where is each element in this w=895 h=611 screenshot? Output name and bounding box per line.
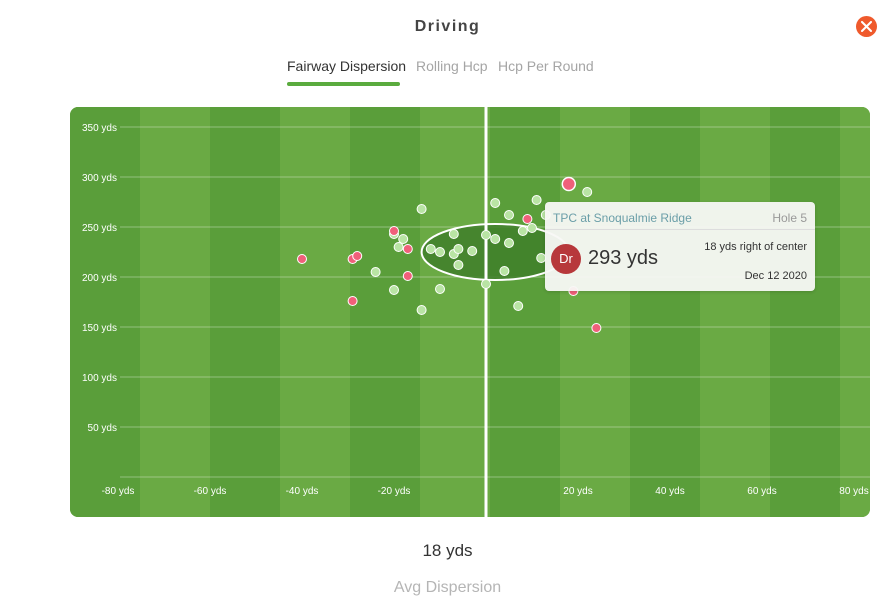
fairway-shot-point: [416, 305, 427, 315]
turf-stripe: [210, 107, 280, 517]
x-tick-label: 80 yds: [839, 486, 868, 497]
x-tick-label: 20 yds: [563, 486, 592, 497]
tab-rolling-hcp[interactable]: Rolling Hcp: [416, 58, 488, 74]
close-button[interactable]: [856, 16, 877, 37]
fairway-shot-point: [490, 198, 501, 208]
tooltip-date: Dec 12 2020: [744, 270, 807, 282]
shot-tooltip: TPC at Snoqualmie Ridge Hole 5 Dr 293 yd…: [545, 202, 815, 291]
tab-hcp-per-round[interactable]: Hcp Per Round: [498, 58, 594, 74]
fairway-shot-point: [393, 242, 404, 252]
avg-dispersion-value: 18 yds: [422, 541, 473, 560]
missed-shot-point: [561, 176, 577, 192]
y-tick-label: 200 yds: [82, 273, 117, 284]
turf-stripe: [840, 107, 870, 517]
turf-stripe: [700, 107, 770, 517]
turf-stripe: [420, 107, 490, 517]
turf-stripe: [70, 107, 140, 517]
tab-bar: Fairway Dispersion Rolling Hcp Hcp Per R…: [0, 58, 895, 88]
club-badge: Dr: [551, 244, 581, 274]
fairway-shot-point: [504, 238, 514, 248]
y-tick-label: 50 yds: [88, 423, 117, 434]
chart-svg: 50 yds 100 yds 150 yds 200 yds 250 yds 300 yd…: [70, 107, 870, 517]
x-tick-label: -60 yds: [194, 486, 227, 497]
turf-stripe: [350, 107, 420, 517]
y-tick-label: 150 yds: [82, 323, 117, 334]
fairway-shot-point: [517, 226, 528, 236]
missed-shot-point: [591, 323, 602, 333]
fairway-shot-point: [582, 187, 593, 197]
fairway-shot-point: [527, 223, 537, 233]
fairway-shot-point: [435, 247, 445, 257]
turf-stripe: [490, 107, 560, 517]
turf-stripe: [560, 107, 630, 517]
tooltip-side: 18 yds right of center: [704, 241, 807, 253]
y-tick-label: 300 yds: [82, 173, 117, 184]
missed-shot-point: [389, 226, 399, 236]
fairway-shot-point: [531, 195, 542, 205]
turf-stripe: [280, 107, 350, 517]
missed-shot-point: [352, 251, 363, 261]
y-tick-label: 250 yds: [82, 223, 117, 234]
tooltip-distance: 293 yds: [588, 247, 659, 269]
fairway-shot-point: [490, 234, 501, 244]
x-tick-label: 40 yds: [655, 486, 684, 497]
fairway-shot-point: [425, 244, 436, 254]
missed-shot-point: [347, 296, 358, 306]
missed-shot-point: [522, 214, 533, 224]
fairway-shot-point: [504, 210, 514, 220]
turf-stripe: [140, 107, 210, 517]
tooltip-divider: [545, 229, 815, 230]
fairway-shot-point: [370, 267, 381, 277]
x-tick-label: -20 yds: [378, 486, 411, 497]
fairway-shot-point: [435, 284, 445, 294]
fairway-shot-point: [389, 285, 399, 295]
tooltip-course: TPC at Snoqualmie Ridge: [553, 211, 692, 225]
x-tick-label: -80 yds: [102, 486, 135, 497]
active-tab-indicator: [287, 82, 400, 86]
page-title: Driving: [414, 18, 481, 35]
y-tick-label: 100 yds: [82, 373, 117, 384]
close-icon[interactable]: [861, 21, 872, 32]
y-tick-label: 350 yds: [82, 123, 117, 134]
fairway-shot-point: [448, 229, 459, 239]
turf-stripe: [630, 107, 700, 517]
missed-shot-point: [297, 254, 307, 264]
fairway-shot-point: [453, 244, 464, 254]
missed-shot-point: [402, 244, 413, 254]
fairway-shot-point: [467, 246, 478, 256]
turf-stripe: [770, 107, 840, 517]
fairway-shot-point: [453, 260, 464, 270]
missed-shot-point: [402, 271, 413, 281]
x-tick-label: 60 yds: [747, 486, 776, 497]
tab-fairway-dispersion[interactable]: Fairway Dispersion: [287, 58, 407, 74]
avg-dispersion-label: Avg Dispersion: [393, 579, 502, 596]
fairway-shot-point: [481, 279, 491, 289]
fairway-dispersion-chart[interactable]: 50 yds 100 yds 150 yds 200 yds 250 yds 300 yd…: [70, 107, 870, 517]
x-tick-label: -40 yds: [286, 486, 319, 497]
fairway-shot-point: [416, 204, 427, 214]
fairway-shot-point: [398, 234, 409, 244]
fairway-shot-point: [481, 230, 491, 240]
tooltip-hole: Hole 5: [772, 211, 807, 225]
fairway-shot-point: [499, 266, 510, 276]
fairway-shot-point: [513, 301, 524, 311]
